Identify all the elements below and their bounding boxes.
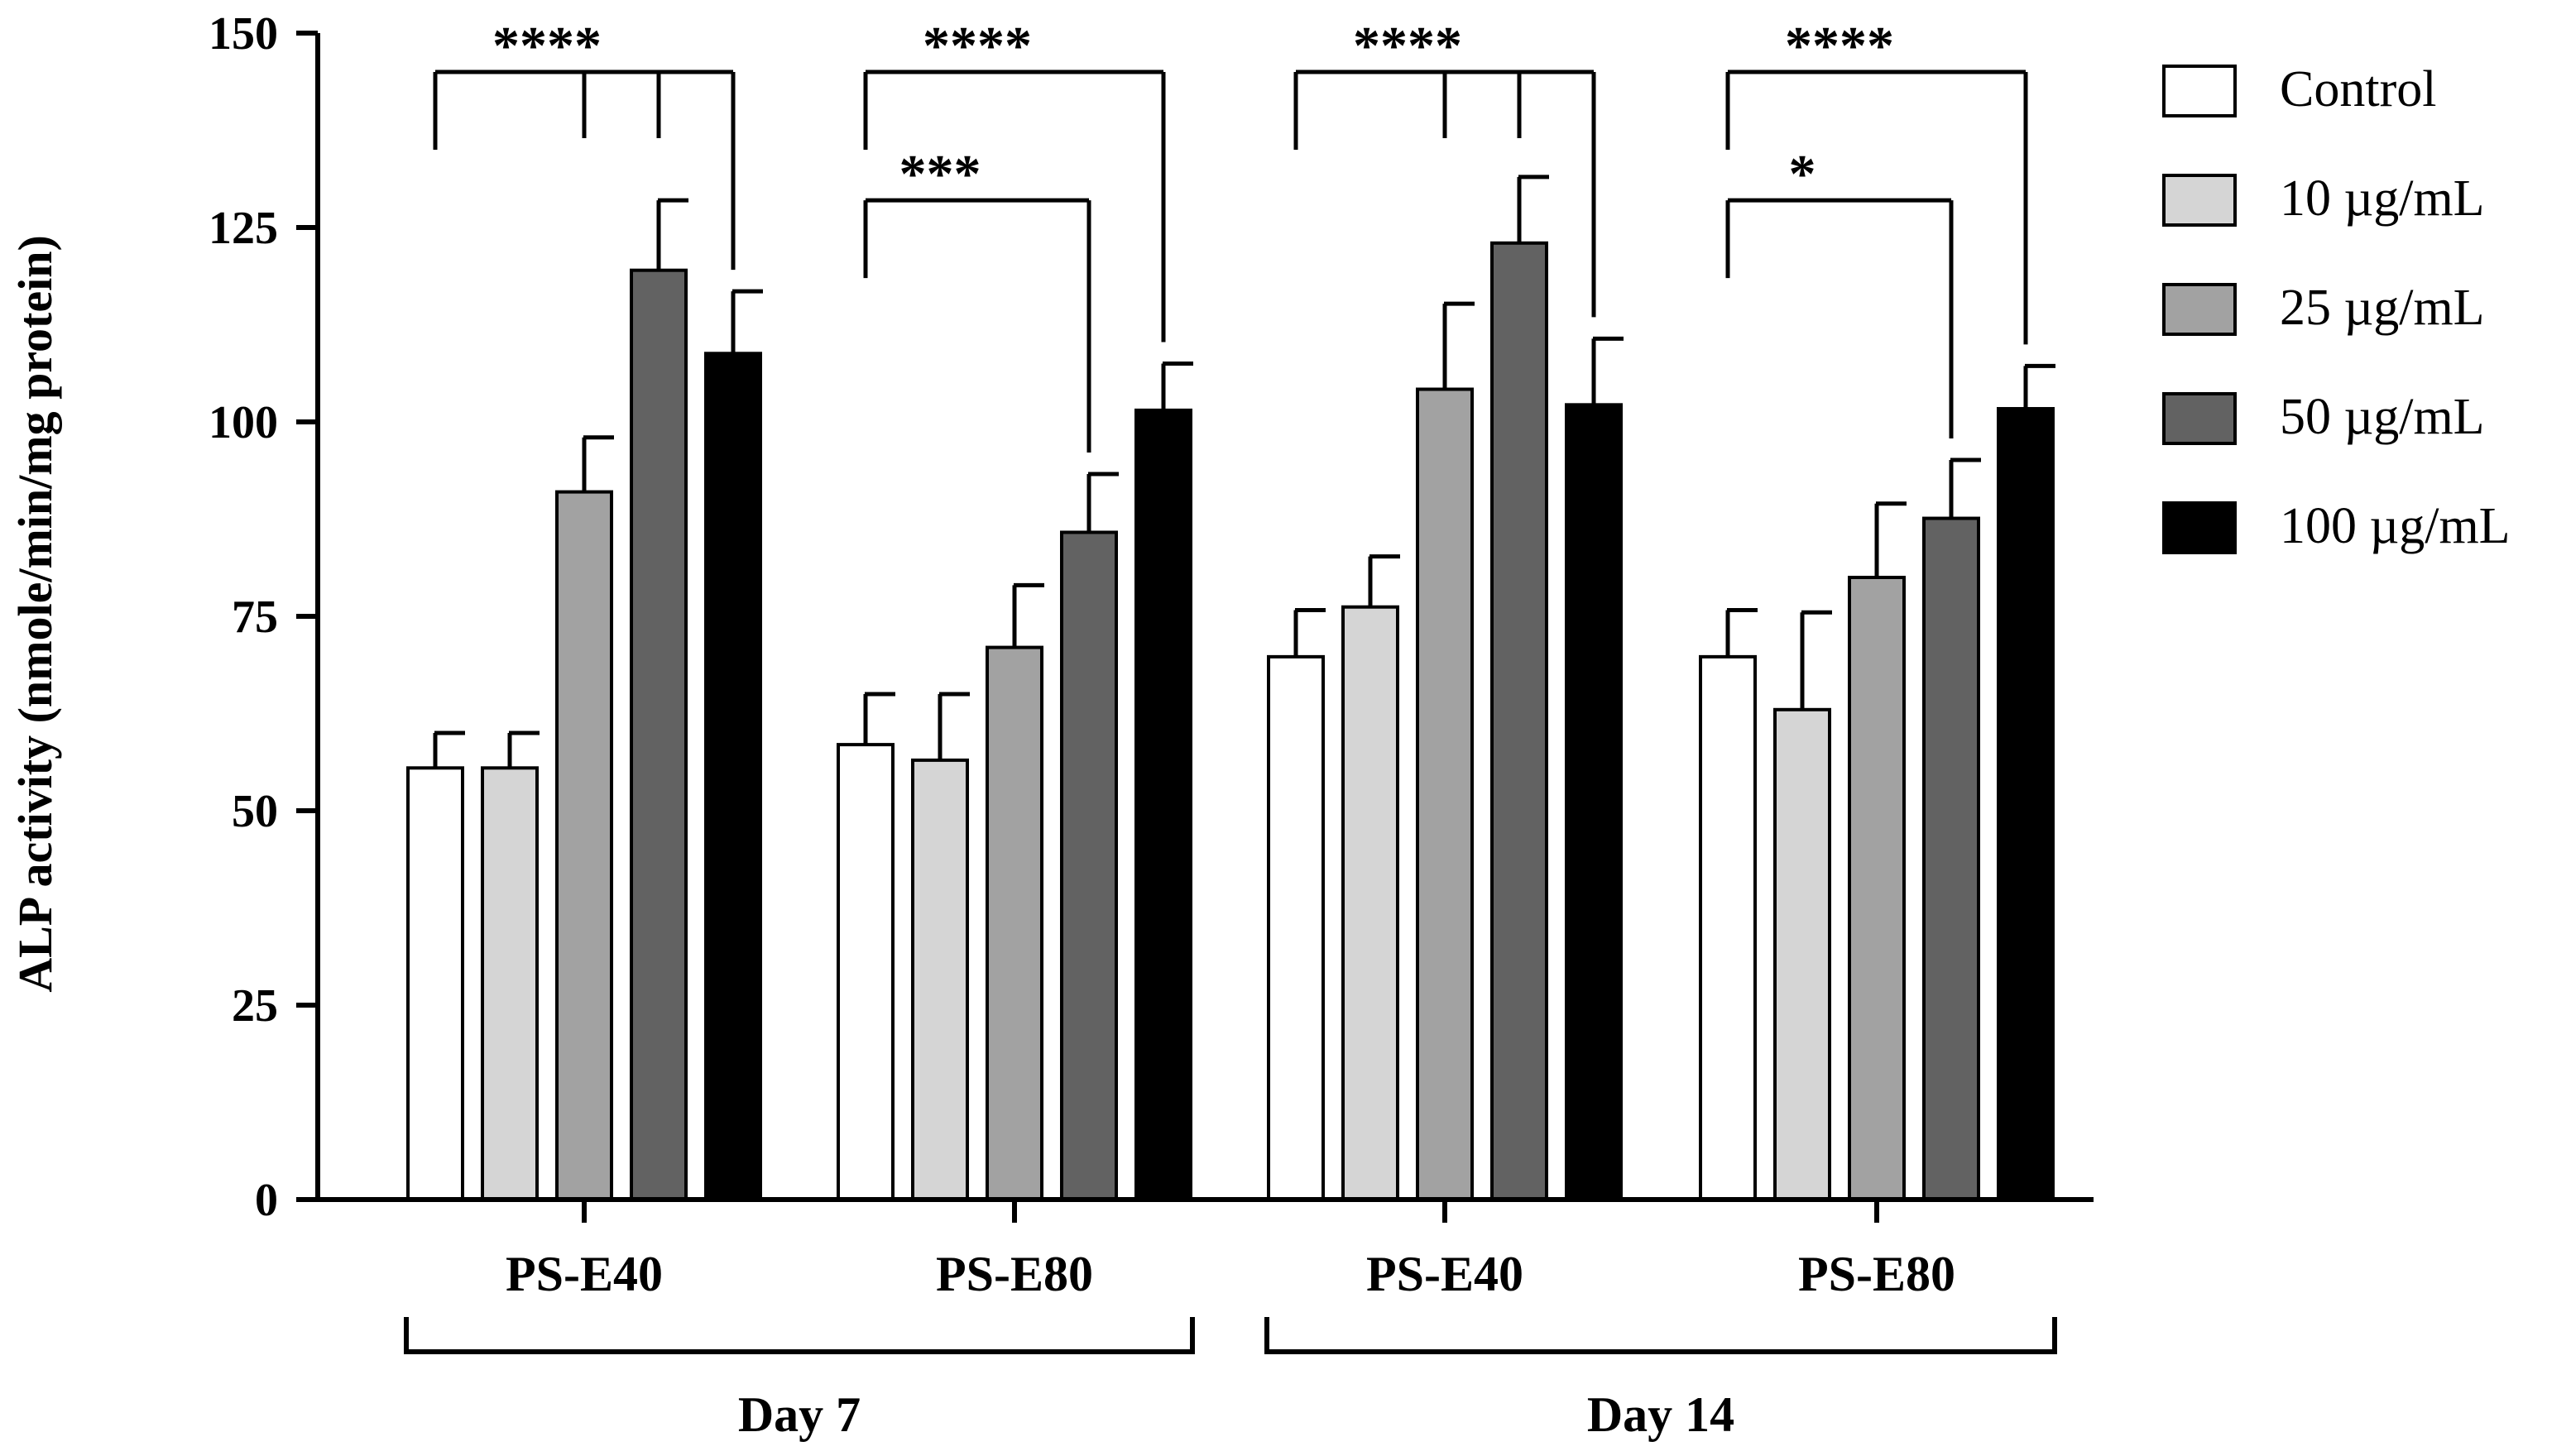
bar-5-1 — [704, 352, 762, 1201]
y-tick-label-7: 150 — [209, 8, 278, 60]
timepoint-bracket-2 — [1264, 1317, 2057, 1354]
category-label-3: PS-E40 — [1366, 1247, 1523, 1301]
y-axis-title: ALP activity (nmole/min/mg protein) — [8, 235, 62, 993]
bar-4-1 — [630, 268, 688, 1202]
y-tick-label-1: 0 — [255, 1175, 278, 1226]
bar-5-4 — [1997, 407, 2055, 1201]
timepoint-bracket-1 — [404, 1317, 1195, 1354]
legend-swatch-4 — [2162, 392, 2237, 445]
y-ticks-layer: 0 25 50 75 100 125 150 — [209, 8, 318, 1226]
bar-5-3 — [1565, 403, 1623, 1201]
sig-label-3: *** — [899, 144, 981, 204]
sig-label-2: **** — [923, 16, 1032, 76]
bar-2-3 — [1341, 605, 1399, 1201]
bar-2-2 — [911, 758, 969, 1201]
legend-label-2: 10 µg/mL — [2280, 170, 2485, 227]
bar-4-2 — [1060, 530, 1118, 1201]
category-label-4: PS-E80 — [1798, 1247, 1955, 1301]
bar-3-3 — [1416, 387, 1474, 1201]
category-label-2: PS-E80 — [936, 1247, 1093, 1301]
y-tick-label-5: 100 — [209, 397, 278, 448]
bar-2-4 — [1773, 707, 1831, 1201]
timepoint-label-2: Day 14 — [1587, 1387, 1734, 1442]
significance-layer: **** *********** ***** — [433, 16, 2028, 453]
legend-label-4: 50 µg/mL — [2280, 389, 2485, 445]
legend: Control 10 µg/mL 25 µg/mL 50 µg/mL 100 µg/mL — [2162, 61, 2511, 554]
y-tick-label-6: 125 — [209, 203, 278, 254]
bar-1-3 — [1267, 654, 1325, 1201]
sig-label-4: **** — [1353, 16, 1462, 76]
legend-swatch-3 — [2162, 283, 2237, 336]
bar-1-4 — [1699, 654, 1757, 1201]
y-tick-label-3: 50 — [232, 786, 278, 837]
legend-label-1: Control — [2280, 61, 2436, 117]
category-labels-layer: PS-E40 PS-E80 PS-E40 PS-E80 — [506, 1200, 1955, 1301]
bar-3-1 — [555, 490, 613, 1201]
legend-label-5: 100 µg/mL — [2280, 498, 2511, 554]
timepoint-brackets-layer: Day 7 Day 14 — [404, 1317, 2057, 1442]
category-label-1: PS-E40 — [506, 1247, 663, 1301]
sig-label-5: **** — [1785, 16, 1894, 76]
bar-1-2 — [837, 743, 895, 1201]
legend-swatch-5 — [2162, 501, 2237, 554]
bar-3-2 — [986, 645, 1043, 1201]
legend-swatch-2 — [2162, 174, 2237, 227]
bar-1-1 — [406, 766, 464, 1201]
bar-3-4 — [1848, 576, 1906, 1201]
bar-2-1 — [481, 766, 539, 1201]
bar-4-3 — [1490, 241, 1548, 1201]
sig-label-1: **** — [492, 16, 602, 76]
bar-5-2 — [1134, 408, 1192, 1201]
legend-label-3: 25 µg/mL — [2280, 280, 2485, 336]
y-tick-label-2: 25 — [232, 980, 278, 1032]
y-tick-label-4: 75 — [232, 592, 278, 643]
legend-swatch-1 — [2162, 65, 2237, 117]
sig-label-6: * — [1789, 144, 1816, 204]
timepoint-label-1: Day 7 — [738, 1387, 861, 1442]
bar-4-4 — [1922, 516, 1980, 1201]
bars-layer — [406, 241, 2055, 1202]
error-bars-layer — [433, 175, 2055, 769]
